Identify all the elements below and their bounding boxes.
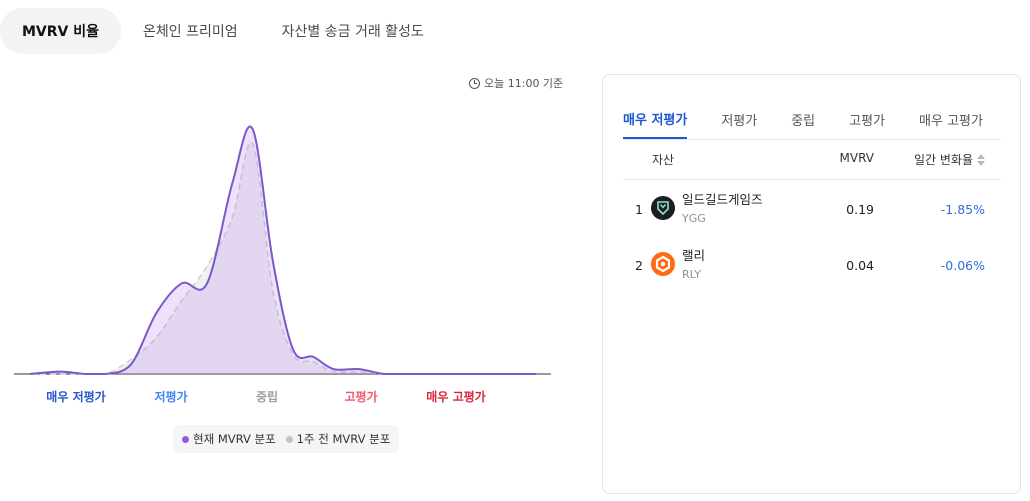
current-distribution-line xyxy=(29,125,536,376)
asset-symbol: RLY xyxy=(682,268,702,281)
tab-undervalued[interactable]: 저평가 xyxy=(721,113,758,129)
asset-mvrv: 0.04 xyxy=(846,258,874,273)
asset-name: 랠리 xyxy=(682,248,706,263)
table-row[interactable]: 2 랠리 RLY 0.04 -0.06% xyxy=(623,238,1001,290)
legend-current-label: 현재 MVRV 분포 xyxy=(193,432,276,446)
row-rank: 1 xyxy=(635,202,643,217)
asset-daily-change: -0.06% xyxy=(940,258,985,273)
column-asset: 자산 xyxy=(652,153,675,167)
x-label-overvalued: 고평가 xyxy=(344,390,378,404)
legend-week-ago-swatch xyxy=(285,435,293,443)
tab-neutral[interactable]: 중립 xyxy=(791,113,816,129)
column-change-label: 일간 변화율 xyxy=(913,153,973,167)
tab-mvrv-ratio[interactable]: MVRV 비율 xyxy=(0,8,122,54)
week-ago-distribution-line xyxy=(29,141,536,375)
tab-onchain-premium[interactable]: 온체인 프리미엄 xyxy=(143,24,238,40)
tab-very-undervalued[interactable]: 매우 저평가 xyxy=(623,99,688,139)
table-header: 자산 MVRV 일간 변화율 xyxy=(623,139,1001,180)
sort-icon xyxy=(977,153,985,166)
update-timestamp: 오늘 11:00 기준 xyxy=(469,75,563,91)
legend-current-swatch xyxy=(182,435,189,443)
chart-legend: 현재 MVRV 분포 1주 전 MVRV 분포 xyxy=(173,425,400,453)
series-layer xyxy=(29,125,536,376)
x-label-undervalued: 저평가 xyxy=(154,390,188,404)
asset-symbol: YGG xyxy=(682,212,706,225)
timestamp-text: 오늘 11:00 기준 xyxy=(484,77,564,90)
asset-daily-change: -1.85% xyxy=(940,202,985,217)
ygg-coin-icon xyxy=(651,196,675,220)
column-mvrv: MVRV xyxy=(839,151,874,165)
asset-ranking-panel: 매우 저평가 저평가 중립 고평가 매우 고평가 자산 MVRV 일간 변화율 … xyxy=(602,74,1021,494)
legend-week-ago[interactable]: 1주 전 MVRV 분포 xyxy=(285,431,391,447)
current-distribution-area xyxy=(30,126,536,374)
column-change-sort[interactable]: 일간 변화율 xyxy=(914,151,985,168)
table-row[interactable]: 1 일드길드게임즈 YGG 0.19 -1.85% xyxy=(623,182,1001,234)
tab-transfer-activity[interactable]: 자산별 송금 거래 활성도 xyxy=(281,24,424,40)
mvrv-distribution-chart xyxy=(14,125,551,376)
x-axis-labels: 매우 저평가 저평가 중립 고평가 매우 고평가 xyxy=(0,388,560,404)
asset-name: 일드길드게임즈 xyxy=(682,192,763,207)
tab-overvalued[interactable]: 고평가 xyxy=(849,113,886,129)
rly-coin-icon xyxy=(651,252,675,276)
x-label-very-overvalued: 매우 고평가 xyxy=(426,390,486,404)
valuation-tabs: 매우 저평가 저평가 중립 고평가 매우 고평가 xyxy=(623,99,1001,140)
x-label-neutral: 중립 xyxy=(255,390,279,404)
asset-mvrv: 0.19 xyxy=(846,202,874,217)
legend-week-ago-label: 1주 전 MVRV 분포 xyxy=(296,432,391,446)
metric-tabs: MVRV 비율 온체인 프리미엄 자산별 송금 거래 활성도 xyxy=(0,8,446,54)
legend-current[interactable]: 현재 MVRV 분포 xyxy=(182,431,276,447)
x-label-very-undervalued: 매우 저평가 xyxy=(46,390,106,404)
row-rank: 2 xyxy=(635,258,643,273)
clock-icon xyxy=(469,77,480,89)
tab-very-overvalued[interactable]: 매우 고평가 xyxy=(919,113,983,129)
